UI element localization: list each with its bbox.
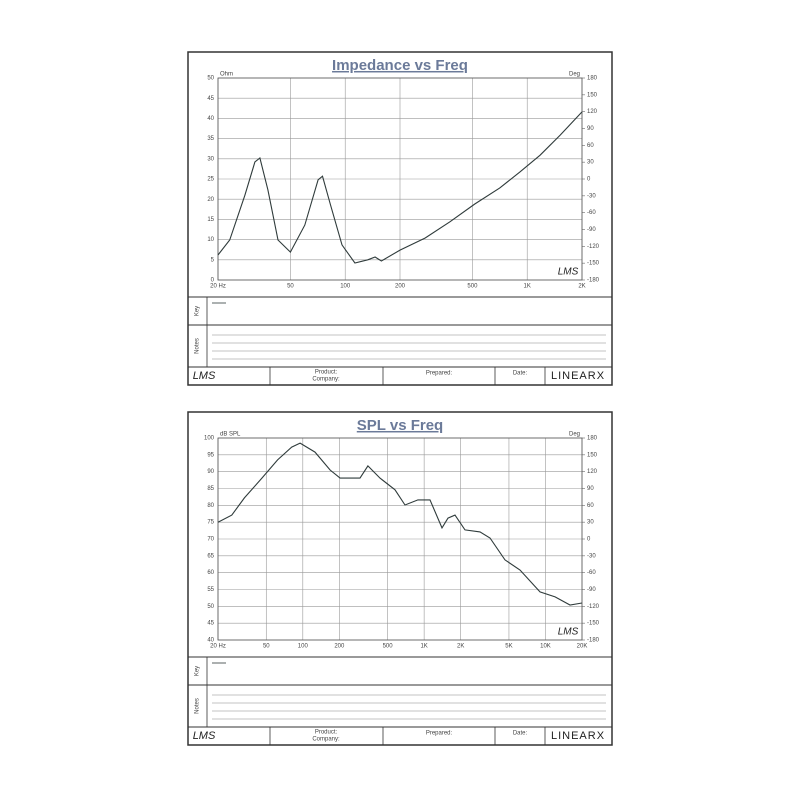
y-tick-label: 20 <box>207 197 214 203</box>
plot-frame <box>217 437 583 641</box>
y-tick-label: 0 <box>211 278 215 284</box>
y2-tick-label: -150 <box>587 261 600 267</box>
y-tick-label: 65 <box>207 553 214 559</box>
y2-tick-label: -150 <box>587 621 600 627</box>
y-tick-label: 45 <box>207 621 214 627</box>
y-tick-label: 25 <box>207 177 214 183</box>
footer-date: Date: <box>513 371 528 377</box>
y2-tick-label: 60 <box>587 143 594 149</box>
footer-brand: LINEARX <box>551 730 605 742</box>
y2-tick-label: -30 <box>587 193 596 199</box>
y2-tick-label: 180 <box>587 436 598 442</box>
x-tick-label: 20 Hz <box>210 644 226 650</box>
panel-frame <box>187 411 613 746</box>
y2-tick-label: 0 <box>587 177 591 183</box>
y-tick-label: 55 <box>207 587 214 593</box>
key-label: Key <box>195 666 201 676</box>
notes-label: Notes <box>195 698 201 714</box>
x-tick-label: 2K <box>457 644 464 650</box>
y-tick-label: 5 <box>211 257 215 263</box>
y-tick-label: 80 <box>207 503 214 509</box>
x-tick-label: 10K <box>540 644 551 650</box>
key-label: Key <box>195 306 201 316</box>
y2-tick-label: 120 <box>587 109 598 115</box>
y-tick-label: 10 <box>207 237 214 243</box>
y2-axis-label: Deg <box>569 72 580 78</box>
notes-label: Notes <box>195 338 201 354</box>
y-tick-label: 15 <box>207 217 214 223</box>
footer-logo: LMS <box>193 730 216 742</box>
x-tick-label: 20 Hz <box>210 284 226 290</box>
x-tick-label: 100 <box>340 284 351 290</box>
x-tick-label: 200 <box>334 644 345 650</box>
y-tick-label: 90 <box>207 469 214 475</box>
x-tick-label: 50 <box>287 284 294 290</box>
y2-tick-label: 180 <box>587 76 598 82</box>
y-tick-label: 30 <box>207 156 214 162</box>
y-tick-label: 100 <box>204 436 215 442</box>
y2-tick-label: 0 <box>587 537 591 543</box>
x-tick-label: 200 <box>395 284 406 290</box>
y2-tick-label: -120 <box>587 244 600 250</box>
footer-date: Date: <box>513 731 528 737</box>
y2-tick-label: 90 <box>587 486 594 492</box>
y2-tick-label: -120 <box>587 604 600 610</box>
y2-tick-label: 90 <box>587 126 594 132</box>
x-tick-label: 50 <box>263 644 270 650</box>
y-tick-label: 40 <box>207 638 214 644</box>
footer-product: Product: <box>315 730 338 736</box>
y-tick-label: 45 <box>207 96 214 102</box>
data-line <box>217 111 583 264</box>
y2-tick-label: -90 <box>587 227 596 233</box>
x-tick-label: 1K <box>524 284 531 290</box>
y-tick-label: 95 <box>207 452 214 458</box>
y-tick-label: 60 <box>207 570 214 576</box>
y-tick-label: 75 <box>207 520 214 526</box>
y-tick-label: 50 <box>207 76 214 82</box>
x-tick-label: 500 <box>383 644 394 650</box>
y-tick-label: 70 <box>207 537 214 543</box>
y-tick-label: 35 <box>207 136 214 142</box>
y-tick-label: 85 <box>207 486 214 492</box>
y2-axis-label: Deg <box>569 432 580 438</box>
footer-logo: LMS <box>193 370 216 382</box>
chart-title: Impedance vs Freq <box>332 57 468 74</box>
x-tick-label: 20K <box>577 644 588 650</box>
plot-frame <box>217 77 583 281</box>
x-tick-label: 5K <box>505 644 512 650</box>
y2-tick-label: 30 <box>587 520 594 526</box>
y2-tick-label: 150 <box>587 452 598 458</box>
data-line <box>217 442 583 606</box>
footer-company: Company: <box>312 737 340 743</box>
y2-tick-label: -180 <box>587 278 600 284</box>
x-tick-label: 100 <box>298 644 309 650</box>
y2-tick-label: 60 <box>587 503 594 509</box>
y2-tick-label: 30 <box>587 160 594 166</box>
y-tick-label: 40 <box>207 116 214 122</box>
footer-company: Company: <box>312 377 340 383</box>
y-axis-label: dB SPL <box>220 432 241 438</box>
y2-tick-label: 150 <box>587 92 598 98</box>
y-axis-label: Ohm <box>220 72 233 78</box>
watermark: LMS <box>558 267 579 278</box>
footer-product: Product: <box>315 370 338 376</box>
y2-tick-label: -90 <box>587 587 596 593</box>
y2-tick-label: -30 <box>587 553 596 559</box>
y-tick-label: 50 <box>207 604 214 610</box>
watermark: LMS <box>558 627 579 638</box>
footer-prepared: Prepared: <box>426 731 453 737</box>
footer-brand: LINEARX <box>551 370 605 382</box>
x-tick-label: 500 <box>467 284 478 290</box>
x-tick-label: 1K <box>420 644 427 650</box>
y2-tick-label: 120 <box>587 469 598 475</box>
footer-prepared: Prepared: <box>426 371 453 377</box>
y2-tick-label: -60 <box>587 570 596 576</box>
chart-title: SPL vs Freq <box>357 417 443 434</box>
y2-tick-label: -180 <box>587 638 600 644</box>
y2-tick-label: -60 <box>587 210 596 216</box>
x-tick-label: 2K <box>578 284 585 290</box>
